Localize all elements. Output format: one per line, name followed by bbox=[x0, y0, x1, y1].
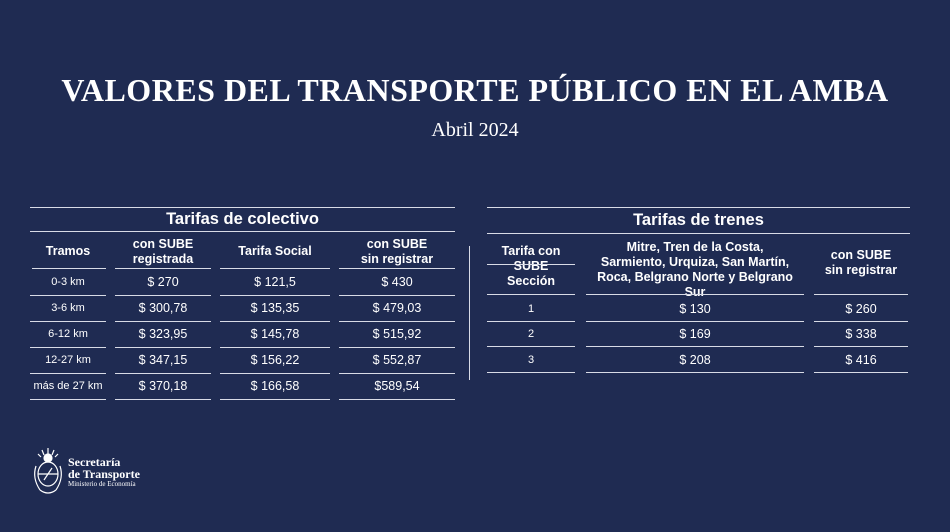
colectivo-header-rule bbox=[339, 268, 455, 269]
colectivo-section-title: Tarifas de colectivo bbox=[166, 210, 319, 228]
colectivo-cell: $ 156,22 bbox=[250, 353, 300, 367]
trenes-header-rule bbox=[586, 294, 804, 295]
colectivo-row-rule bbox=[220, 321, 330, 322]
colectivo-header-cell: con SUBE registrada bbox=[132, 237, 194, 266]
trenes-cell: $ 338 bbox=[845, 327, 877, 341]
colectivo-cell: $ 270 bbox=[147, 275, 179, 289]
colectivo-header-cell: Tramos bbox=[45, 244, 91, 258]
trenes-row-rule bbox=[586, 346, 804, 347]
colectivo-cell: 12-27 km bbox=[45, 354, 91, 366]
trenes-cell: $ 130 bbox=[679, 302, 711, 316]
colectivo-header-rule bbox=[32, 268, 106, 269]
table-divider bbox=[469, 246, 470, 380]
trenes-row-rule bbox=[487, 372, 575, 373]
colectivo-row-rule bbox=[115, 295, 211, 296]
colectivo-cell: $ 166,58 bbox=[250, 379, 300, 393]
trenes-title-rule bbox=[487, 233, 910, 234]
colectivo-header-rule bbox=[220, 268, 330, 269]
trenes-row-rule bbox=[586, 321, 804, 322]
trenes-cell: 3 bbox=[527, 354, 535, 366]
trenes-row-rule bbox=[487, 321, 575, 322]
colectivo-row-rule bbox=[220, 347, 330, 348]
colectivo-cell: $ 300,78 bbox=[138, 301, 188, 315]
colectivo-cell: $ 552,87 bbox=[372, 353, 422, 367]
colectivo-cell: $ 135,35 bbox=[250, 301, 300, 315]
colectivo-cell: más de 27 km bbox=[33, 380, 103, 392]
colectivo-row-rule bbox=[339, 399, 455, 400]
colectivo-cell: $ 323,95 bbox=[138, 327, 188, 341]
colectivo-header-cell: Tarifa Social bbox=[238, 244, 312, 258]
colectivo-cell: 0-3 km bbox=[51, 276, 85, 288]
trenes-cell: 2 bbox=[527, 328, 535, 340]
colectivo-row-rule bbox=[30, 321, 106, 322]
trenes-header-cell: Mitre, Tren de la Costa, Sarmiento, Urqu… bbox=[597, 240, 793, 299]
colectivo-cell: $ 121,5 bbox=[254, 275, 296, 289]
trenes-row-rule bbox=[814, 346, 908, 347]
colectivo-header-cell: con SUBE sin registrar bbox=[360, 237, 434, 266]
trenes-row-rule bbox=[586, 372, 804, 373]
trenes-header-cell: Sección bbox=[507, 274, 555, 288]
logo-line-2: de Transporte bbox=[68, 467, 140, 481]
colectivo-cell: $ 515,92 bbox=[372, 327, 422, 341]
trenes-cell: $ 169 bbox=[679, 327, 711, 341]
colectivo-cell: $589,54 bbox=[374, 379, 420, 393]
colectivo-row-rule bbox=[115, 373, 211, 374]
trenes-group-rule bbox=[487, 264, 575, 265]
colectivo-cell: $ 347,15 bbox=[138, 353, 188, 367]
trenes-cell: $ 416 bbox=[845, 353, 877, 367]
colectivo-row-rule bbox=[115, 347, 211, 348]
colectivo-header-rule bbox=[115, 268, 211, 269]
trenes-row-rule bbox=[487, 346, 575, 347]
page-subtitle: Abril 2024 bbox=[431, 119, 519, 141]
colectivo-cell: $ 145,78 bbox=[250, 327, 300, 341]
colectivo-row-rule bbox=[30, 373, 106, 374]
logo-text: Secretaría de Transporte Ministerio de E… bbox=[68, 456, 140, 489]
colectivo-cell: 6-12 km bbox=[48, 328, 88, 340]
argentina-coat-of-arms-icon bbox=[34, 448, 62, 494]
colectivo-cell: $ 370,18 bbox=[138, 379, 188, 393]
colectivo-row-rule bbox=[220, 373, 330, 374]
trenes-cell: 1 bbox=[527, 303, 535, 315]
logo-line-1: Secretaría bbox=[68, 455, 121, 469]
colectivo-title-rule bbox=[30, 231, 455, 232]
trenes-top-rule bbox=[487, 207, 910, 208]
colectivo-row-rule bbox=[115, 321, 211, 322]
colectivo-row-rule bbox=[339, 373, 455, 374]
trenes-header-cell: con SUBE sin registrar bbox=[824, 248, 898, 277]
colectivo-row-rule bbox=[30, 347, 106, 348]
colectivo-row-rule bbox=[339, 347, 455, 348]
colectivo-cell: $ 479,03 bbox=[372, 301, 422, 315]
trenes-header-rule bbox=[487, 294, 575, 295]
trenes-section-title: Tarifas de trenes bbox=[633, 211, 764, 229]
colectivo-row-rule bbox=[339, 295, 455, 296]
logo-line-3: Ministerio de Economía bbox=[68, 480, 136, 488]
trenes-header-rule bbox=[814, 294, 908, 295]
colectivo-row-rule bbox=[220, 295, 330, 296]
trenes-cell: $ 208 bbox=[679, 353, 711, 367]
colectivo-row-rule bbox=[115, 399, 211, 400]
trenes-cell: $ 260 bbox=[845, 302, 877, 316]
colectivo-cell: $ 430 bbox=[381, 275, 413, 289]
colectivo-row-rule bbox=[30, 399, 106, 400]
colectivo-cell: 3-6 km bbox=[51, 302, 85, 314]
trenes-group-header: Tarifa con SUBE bbox=[501, 244, 561, 273]
page-title: VALORES DEL TRANSPORTE PÚBLICO EN EL AMB… bbox=[61, 72, 889, 108]
colectivo-row-rule bbox=[339, 321, 455, 322]
trenes-row-rule bbox=[814, 321, 908, 322]
colectivo-row-rule bbox=[220, 399, 330, 400]
colectivo-row-rule bbox=[30, 295, 106, 296]
colectivo-top-rule bbox=[30, 207, 455, 208]
trenes-row-rule bbox=[814, 372, 908, 373]
